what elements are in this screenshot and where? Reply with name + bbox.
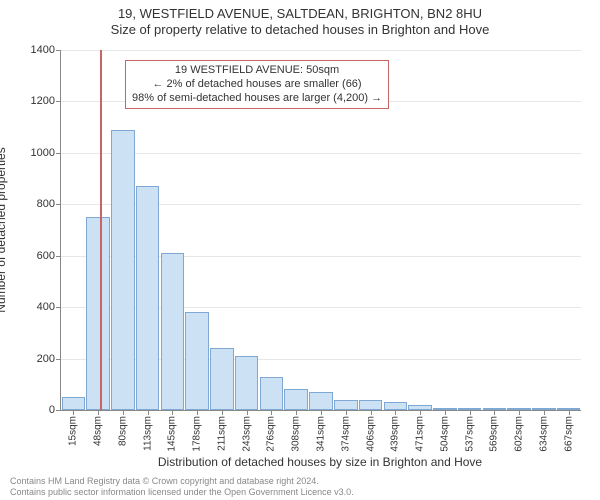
xtick-label: 145sqm [167,416,178,452]
xtick-mark [222,410,223,415]
xtick-label: 667sqm [563,416,574,452]
xtick-label: 15sqm [68,416,79,446]
bar [384,402,408,410]
xtick-mark [420,410,421,415]
xtick-label: 48sqm [93,416,104,446]
footer-line2: Contains public sector information licen… [10,487,590,498]
annotation-box: 19 WESTFIELD AVENUE: 50sqm← 2% of detach… [125,60,389,109]
bar [334,400,358,410]
xtick-mark [247,410,248,415]
ytick-label: 400 [37,301,55,313]
xtick-mark [271,410,272,415]
xtick-mark [172,410,173,415]
xtick-label: 374sqm [340,416,351,452]
xtick-label: 471sqm [415,416,426,452]
footer-attribution: Contains HM Land Registry data © Crown c… [10,476,590,498]
bar [111,130,135,410]
xtick-mark [148,410,149,415]
xtick-mark [321,410,322,415]
xtick-mark [470,410,471,415]
ytick-mark [56,101,61,102]
xtick-mark [123,410,124,415]
ytick-mark [56,256,61,257]
chart-title-line1: 19, WESTFIELD AVENUE, SALTDEAN, BRIGHTON… [0,0,600,22]
xtick-mark [445,410,446,415]
ytick-mark [56,153,61,154]
gridline [61,153,581,154]
x-axis-label: Distribution of detached houses by size … [60,455,580,469]
ytick-label: 800 [37,198,55,210]
xtick-mark [395,410,396,415]
bar [210,348,234,410]
xtick-mark [371,410,372,415]
ytick-mark [56,359,61,360]
ytick-label: 1000 [31,147,55,159]
xtick-mark [569,410,570,415]
xtick-mark [346,410,347,415]
xtick-mark [73,410,74,415]
xtick-mark [544,410,545,415]
ytick-mark [56,50,61,51]
y-axis-label: Number of detached properties [0,147,8,312]
ytick-mark [56,204,61,205]
ytick-mark [56,307,61,308]
footer-line1: Contains HM Land Registry data © Crown c… [10,476,590,487]
bar [359,400,383,410]
xtick-label: 80sqm [117,416,128,446]
xtick-label: 537sqm [464,416,475,452]
bar [185,312,209,410]
bar [235,356,259,410]
annotation-line: 19 WESTFIELD AVENUE: 50sqm [132,64,382,78]
xtick-label: 504sqm [439,416,450,452]
xtick-label: 634sqm [538,416,549,452]
ytick-mark [56,410,61,411]
bar [161,253,185,410]
property-marker-line [100,50,102,410]
xtick-mark [519,410,520,415]
xtick-label: 341sqm [316,416,327,452]
ytick-label: 600 [37,250,55,262]
xtick-label: 113sqm [142,416,153,451]
xtick-label: 178sqm [192,416,203,452]
ytick-label: 200 [37,353,55,365]
xtick-mark [197,410,198,415]
xtick-label: 406sqm [365,416,376,452]
histogram-plot-area: 020040060080010001200140015sqm48sqm80sqm… [60,50,581,411]
bar [86,217,110,410]
chart-title-line2: Size of property relative to detached ho… [0,22,600,42]
ytick-label: 1400 [31,44,55,56]
ytick-label: 1200 [31,95,55,107]
xtick-label: 439sqm [390,416,401,452]
xtick-label: 602sqm [514,416,525,452]
annotation-line: 98% of semi-detached houses are larger (… [132,92,382,106]
bar [309,392,333,410]
xtick-label: 276sqm [266,416,277,452]
bar [62,397,86,410]
gridline [61,50,581,51]
xtick-label: 308sqm [291,416,302,452]
bar [284,389,308,410]
ytick-label: 0 [49,404,55,416]
annotation-line: ← 2% of detached houses are smaller (66) [132,78,382,92]
xtick-label: 243sqm [241,416,252,452]
xtick-label: 569sqm [489,416,500,452]
bar [136,186,160,410]
xtick-mark [494,410,495,415]
xtick-mark [98,410,99,415]
xtick-mark [296,410,297,415]
bar [260,377,284,410]
xtick-label: 211sqm [216,416,227,451]
